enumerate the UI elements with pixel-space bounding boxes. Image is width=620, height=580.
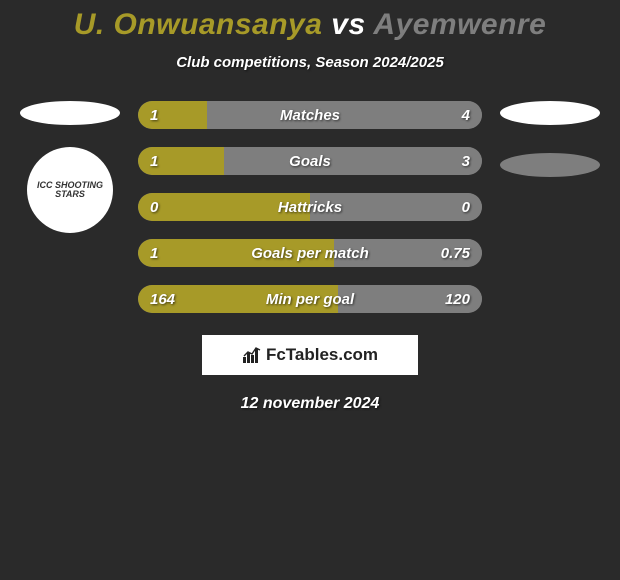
right-team-ellipse-2 <box>500 153 600 177</box>
stat-label: Min per goal <box>138 285 482 313</box>
stat-label: Goals per match <box>138 239 482 267</box>
stat-label: Matches <box>138 101 482 129</box>
stat-value-right: 120 <box>445 285 470 313</box>
title-vs: vs <box>331 8 365 41</box>
stat-label: Hattricks <box>138 193 482 221</box>
page-title: U. Onwuansanya vs Ayemwenre <box>0 8 620 42</box>
stat-value-right: 0 <box>462 193 470 221</box>
stat-bar: 1Goals3 <box>138 147 482 175</box>
left-team-ellipse <box>20 101 120 125</box>
title-player2: Ayemwenre <box>373 8 546 41</box>
right-team-ellipse-1 <box>500 101 600 125</box>
stat-bar: 0Hattricks0 <box>138 193 482 221</box>
stat-bars-column: 1Matches4 1Goals3 0Hattricks0 1Goals per ma… <box>138 101 482 313</box>
stat-value-right: 3 <box>462 147 470 175</box>
stat-bar: 164Min per goal120 <box>138 285 482 313</box>
brand-box[interactable]: FcTables.com <box>202 335 418 375</box>
subtitle: Club competitions, Season 2024/2025 <box>0 54 620 71</box>
brand-text: FcTables.com <box>266 345 378 365</box>
title-player1: U. Onwuansanya <box>74 8 323 41</box>
date-line: 12 november 2024 <box>0 395 620 413</box>
main-area: ICC SHOOTING STARS 1Matches4 1Goals3 0Hatt… <box>0 101 620 313</box>
bar-chart-icon <box>242 346 262 364</box>
stat-value-right: 0.75 <box>441 239 470 267</box>
left-team-logo: ICC SHOOTING STARS <box>27 147 113 233</box>
stat-bar: 1Matches4 <box>138 101 482 129</box>
left-team-col: ICC SHOOTING STARS <box>20 101 120 233</box>
stat-label: Goals <box>138 147 482 175</box>
stat-value-right: 4 <box>462 101 470 129</box>
stat-bar: 1Goals per match0.75 <box>138 239 482 267</box>
right-team-col <box>500 101 600 177</box>
